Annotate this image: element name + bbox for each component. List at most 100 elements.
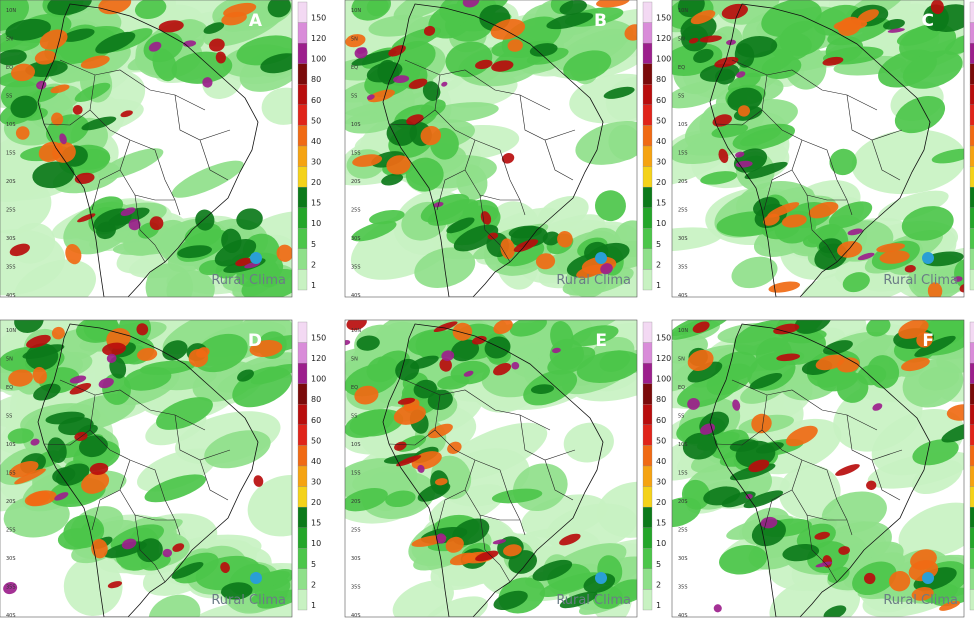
precip-blob xyxy=(345,34,366,48)
border xyxy=(871,459,901,501)
border xyxy=(119,459,181,536)
precip-blob xyxy=(32,366,47,384)
colorbar-swatch xyxy=(969,145,974,167)
colorbar-swatch xyxy=(642,1,653,23)
colorbar-swatch xyxy=(297,207,308,229)
precip-blob xyxy=(815,354,845,371)
precip-blob xyxy=(366,94,375,100)
colorbar-swatch xyxy=(297,321,308,343)
precip-blob xyxy=(152,48,177,82)
colorbar-label: 2 xyxy=(656,580,661,589)
precip-blob xyxy=(0,176,52,234)
border xyxy=(479,194,511,263)
colorbar-label: 5 xyxy=(311,240,316,249)
border xyxy=(544,459,574,501)
precip-blob xyxy=(688,37,699,44)
colorbar-swatch xyxy=(969,84,974,106)
lat-label: 5N xyxy=(351,357,358,363)
colorbar-label: 30 xyxy=(311,158,321,167)
colorbar-label: 50 xyxy=(656,436,666,445)
precip-blob xyxy=(260,53,292,74)
precip-blob xyxy=(171,160,244,198)
precip-blob xyxy=(81,116,117,131)
precip-blob xyxy=(276,244,292,262)
precip-blob xyxy=(9,461,39,478)
map-panel: 10N 5N EQ 5S 10S 15S 20S 25S 30S 35S 40S F Rural Cli… xyxy=(671,319,974,618)
border xyxy=(174,94,231,141)
precip-blob xyxy=(209,38,225,52)
precip-blob xyxy=(687,397,700,410)
precip-blob xyxy=(441,350,455,361)
precip-blob xyxy=(351,220,397,242)
precip-blob xyxy=(894,95,946,134)
precip-blob xyxy=(570,325,619,347)
precip-blob xyxy=(14,468,46,485)
precip-blob xyxy=(437,375,470,390)
colorbar-swatch xyxy=(297,166,308,188)
lat-label: 15S xyxy=(351,151,361,157)
border xyxy=(791,139,853,216)
precip-blob xyxy=(838,546,850,555)
colorbar-label: 40 xyxy=(311,137,321,146)
lat-label: 10N xyxy=(6,8,16,14)
precip-blob xyxy=(760,516,778,529)
precip-blob xyxy=(913,567,957,591)
precip-blob xyxy=(5,18,51,41)
precip-blob xyxy=(223,2,257,18)
coastline xyxy=(709,3,931,297)
lat-label: 5N xyxy=(351,37,358,43)
precip-blob xyxy=(768,281,801,293)
colorbar-label: 120 xyxy=(656,354,671,363)
precip-blob xyxy=(815,561,833,568)
precip-blob xyxy=(711,123,749,138)
precip-blob xyxy=(108,207,150,226)
precip-blob xyxy=(931,148,964,164)
precip-blob xyxy=(898,502,964,558)
precip-blob xyxy=(237,369,254,382)
map-frame xyxy=(0,319,293,618)
colorbar-swatch xyxy=(642,548,653,570)
precip-blob xyxy=(563,50,612,81)
lat-label: 25S xyxy=(351,528,361,534)
colorbar-label: 120 xyxy=(311,34,326,43)
precip-blob xyxy=(959,283,964,293)
colorbar-swatch xyxy=(642,84,653,106)
precip-blob xyxy=(202,77,213,88)
precip-blob xyxy=(410,355,439,370)
precip-blob xyxy=(235,257,252,267)
precip-blob xyxy=(851,129,964,195)
lat-label: 10S xyxy=(6,442,16,448)
map-frame xyxy=(671,0,965,298)
precip-blob xyxy=(919,320,964,338)
colorbar-label: 50 xyxy=(656,116,666,125)
precip-blob xyxy=(385,490,416,508)
lat-label: 30S xyxy=(351,556,361,562)
precip-blob xyxy=(876,243,906,253)
colorbar-label: 10 xyxy=(311,539,321,548)
precip-blob xyxy=(475,550,499,562)
precip-blob xyxy=(624,24,637,41)
precip-blob xyxy=(143,31,183,63)
precip-blob xyxy=(62,28,95,42)
map-frame xyxy=(671,319,965,618)
precip-blob xyxy=(503,544,522,557)
precip-blob xyxy=(26,334,51,349)
lat-label: 10S xyxy=(351,442,361,448)
precip-blob xyxy=(51,112,64,126)
precip-blob xyxy=(435,478,448,486)
lat-label: 10N xyxy=(6,328,16,334)
colorbar-label: 60 xyxy=(656,416,666,425)
colorbar-swatch xyxy=(969,527,974,549)
precip-blob xyxy=(914,335,956,357)
precip-blob xyxy=(107,581,123,589)
border xyxy=(91,489,121,531)
precip-blob xyxy=(441,81,448,87)
precip-blob xyxy=(25,343,59,371)
colorbar-swatch xyxy=(642,207,653,229)
precip-blob xyxy=(767,202,800,218)
lat-label: 30S xyxy=(6,236,16,242)
lat-label: EQ xyxy=(678,65,685,71)
precip-blob xyxy=(690,10,716,25)
precip-blob xyxy=(823,605,847,617)
